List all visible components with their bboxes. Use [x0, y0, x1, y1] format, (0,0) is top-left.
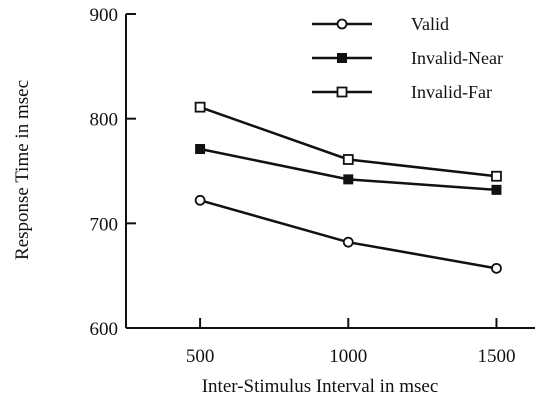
series-line-invalid-far — [199, 105, 497, 178]
x-tick-label: 1000 — [329, 346, 367, 367]
legend-marker-valid — [336, 18, 348, 30]
legend-label-invalid-near: Invalid-Near — [411, 48, 503, 68]
data-point-invalid-far — [491, 170, 502, 182]
legend-label-invalid-far: Invalid-Far — [411, 82, 492, 102]
y-axis-title: Response Time in msec — [12, 80, 33, 260]
data-point-invalid-near — [195, 144, 206, 155]
y-tick-label: 800 — [90, 110, 119, 131]
legend: Valid Invalid-Near Invalid-Far — [312, 14, 503, 102]
x-axis-ticks: 500 1000 1500 — [186, 318, 515, 367]
series-group — [194, 101, 502, 274]
legend-marker-invalid-far — [336, 86, 348, 98]
axes — [125, 14, 535, 329]
data-point-invalid-near — [491, 184, 502, 195]
x-tick-label: 500 — [186, 346, 215, 367]
x-axis-title: Inter-Stimulus Interval in msec — [202, 376, 439, 397]
data-point-invalid-far — [194, 101, 206, 113]
series-line-valid — [199, 199, 497, 270]
y-tick-label: 900 — [90, 5, 119, 26]
y-axis-ticks: 600 700 800 900 — [90, 5, 136, 340]
data-point-valid — [491, 262, 502, 274]
data-point-invalid-near — [343, 174, 354, 185]
y-tick-label: 700 — [90, 214, 119, 235]
legend-marker-invalid-near — [337, 53, 347, 63]
legend-label-valid: Valid — [411, 14, 449, 34]
x-tick-label: 1500 — [477, 346, 515, 367]
y-tick-label: 600 — [90, 319, 119, 340]
data-point-valid — [342, 236, 354, 248]
data-point-valid — [194, 194, 206, 206]
data-point-invalid-far — [342, 154, 354, 165]
